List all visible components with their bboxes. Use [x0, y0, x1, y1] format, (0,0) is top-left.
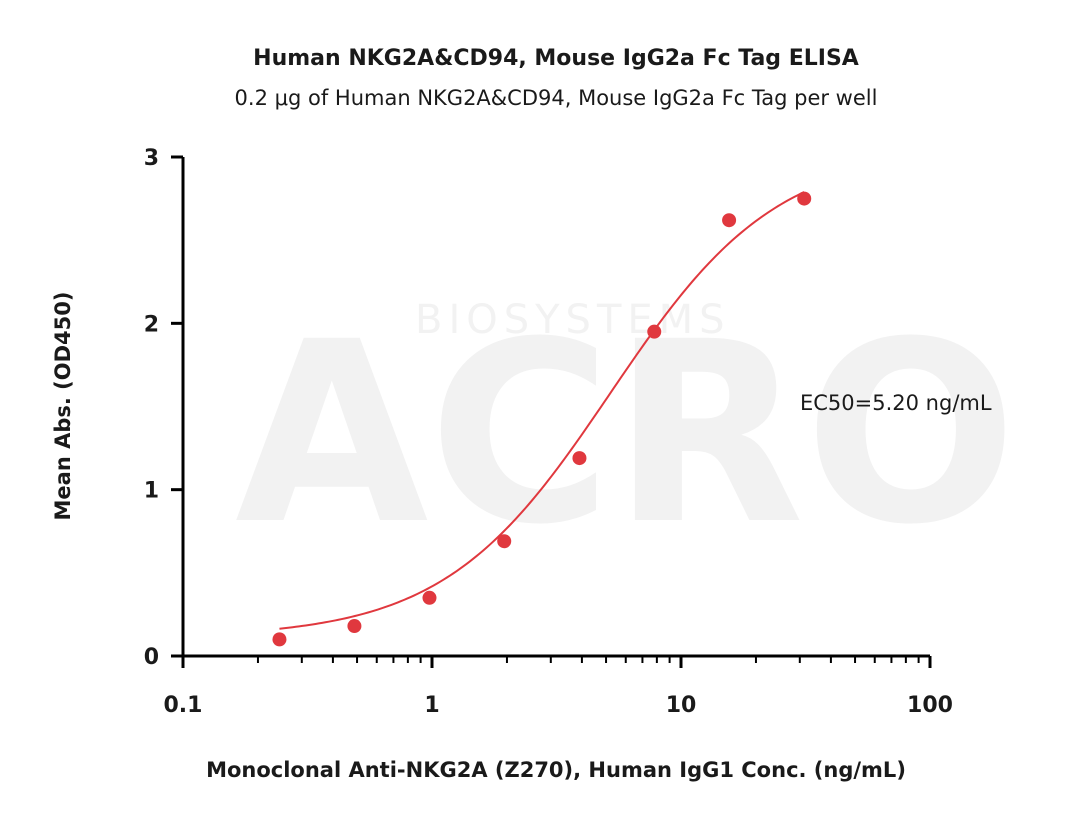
fit-curve — [279, 191, 805, 630]
ec50-annotation: EC50=5.20 ng/mL — [800, 391, 992, 415]
data-points — [272, 191, 812, 647]
x-tick-label: 0.1 — [164, 693, 203, 718]
y-axis-label: Mean Abs. (OD450) — [51, 292, 75, 521]
data-point — [722, 213, 737, 228]
data-point — [272, 632, 287, 647]
data-point — [347, 619, 362, 634]
chart-title: Human NKG2A&CD94, Mouse IgG2a Fc Tag ELI… — [253, 46, 859, 71]
y-tick-label: 2 — [144, 312, 159, 337]
data-point — [647, 324, 662, 339]
chart-subtitle: 0.2 μg of Human NKG2A&CD94, Mouse IgG2a … — [235, 86, 878, 110]
svg-text:ACRO: ACRO — [235, 288, 1017, 579]
data-point — [497, 534, 512, 549]
x-axis-label: Monoclonal Anti-NKG2A (Z270), Human IgG1… — [206, 758, 906, 782]
data-point — [797, 191, 812, 206]
y-tick-label: 3 — [144, 146, 159, 171]
axes — [181, 157, 930, 658]
y-tick-label: 0 — [144, 645, 159, 670]
data-point — [422, 590, 437, 605]
x-tick-label: 1 — [424, 693, 439, 718]
y-tick-label: 1 — [144, 479, 159, 504]
x-tick-label: 100 — [907, 693, 953, 718]
x-axis-ticks: 0.1 1 10 100 — [164, 656, 953, 718]
watermark-logo: BIOSYSTEMS ACRO — [235, 288, 1017, 579]
data-point — [572, 451, 587, 466]
y-axis-ticks: 0 1 2 3 — [144, 146, 183, 670]
x-tick-label: 10 — [666, 693, 697, 718]
